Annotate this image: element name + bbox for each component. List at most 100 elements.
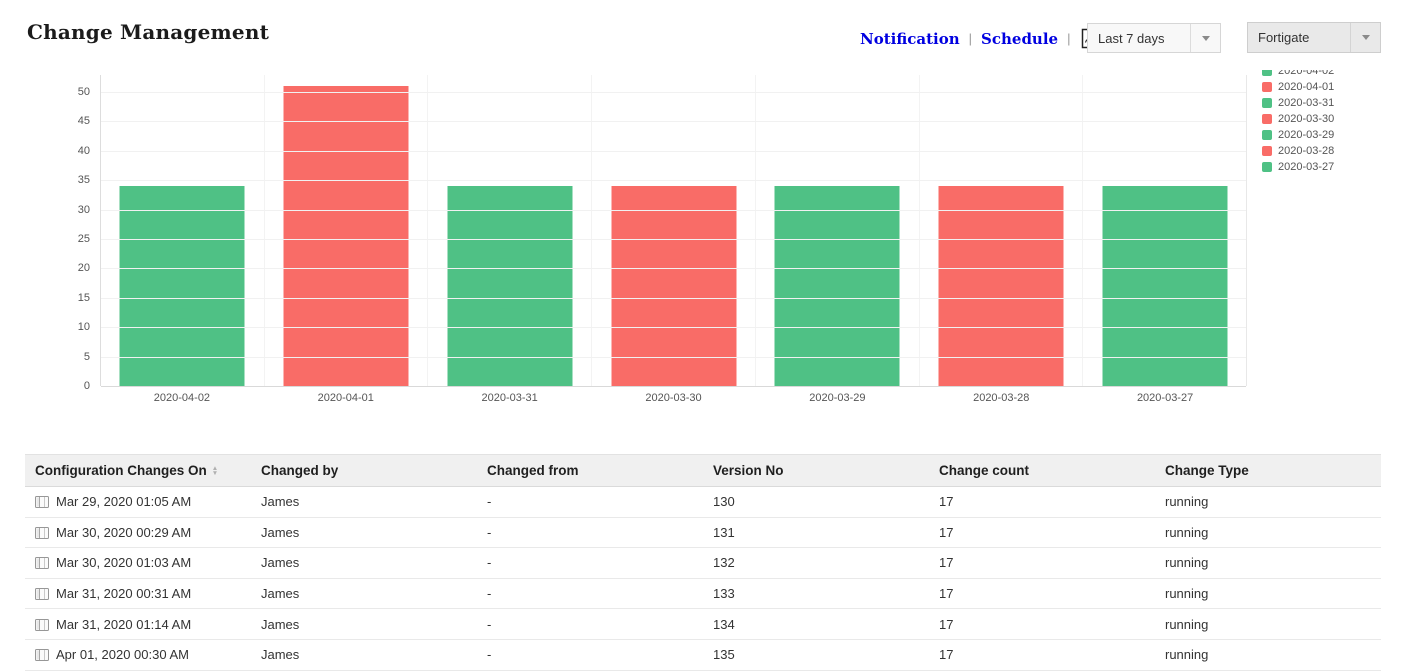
device-dropdown[interactable]: Fortigate [1247, 22, 1381, 53]
gridline [101, 239, 1246, 241]
chart-category [265, 75, 429, 386]
y-axis-tick-label: 35 [77, 174, 90, 187]
cell-change_count: 17 [929, 578, 1155, 610]
notification-link[interactable]: Notification [860, 29, 960, 48]
chart-category [428, 75, 593, 386]
bar[interactable] [611, 186, 737, 386]
column-header[interactable]: Configuration Changes On ▲ ▼ [25, 454, 251, 487]
column-header[interactable]: Changed from [477, 454, 703, 487]
y-axis-tick-label: 30 [77, 203, 90, 216]
legend-label: 2020-03-30 [1278, 113, 1335, 125]
column-header[interactable]: Version No [703, 454, 929, 487]
y-axis-tick-label: 50 [77, 86, 90, 99]
sort-icon[interactable]: ▲ ▼ [211, 465, 219, 478]
legend-item[interactable]: 2020-03-31 [1262, 95, 1334, 111]
cell-version_no: 134 [703, 608, 929, 640]
cell-change_type: running [1155, 639, 1381, 671]
y-axis-tick-label: 40 [77, 144, 90, 157]
bar[interactable] [447, 186, 573, 386]
table-header-row: Configuration Changes On ▲ ▼ Changed by Chan… [25, 454, 1381, 487]
bar[interactable] [1102, 186, 1228, 386]
gridline [101, 180, 1246, 182]
legend-label: 2020-03-29 [1278, 129, 1335, 141]
cell-changed_by: James [251, 517, 477, 549]
cell-changed_by: James [251, 486, 477, 518]
column-header[interactable]: Change count [929, 454, 1155, 487]
gridline [101, 268, 1246, 270]
legend-swatch [1262, 98, 1272, 108]
cell-change_count: 17 [929, 608, 1155, 640]
chart-category [101, 75, 265, 386]
gridline [101, 327, 1246, 329]
cell-version_no: 131 [703, 517, 929, 549]
config-diff-icon[interactable] [35, 618, 49, 631]
schedule-link[interactable]: Schedule [981, 29, 1059, 48]
cell-changed_from: - [477, 547, 703, 579]
separator: | [968, 31, 973, 46]
bar[interactable] [938, 186, 1064, 386]
change-count-bar-chart: 0 5 10 15 20 25 30 35 40 45 50 2020-04-02 2020-04-0… [0, 70, 1406, 415]
legend-item[interactable]: 2020-03-28 [1262, 143, 1334, 159]
config-diff-icon[interactable] [35, 588, 49, 601]
cell-version_no: 130 [703, 486, 929, 518]
x-axis-tick-label: 2020-03-29 [809, 392, 866, 404]
time-range-dropdown[interactable]: Last 7 days [1087, 23, 1221, 53]
config-diff-icon[interactable] [35, 496, 49, 509]
chevron-down-icon [1350, 23, 1380, 52]
cell-changed_on: Mar 30, 2020 01:03 AM [25, 547, 251, 579]
legend-item[interactable]: 2020-03-29 [1262, 127, 1334, 143]
x-axis-tick-label: 2020-03-28 [973, 392, 1030, 404]
legend-swatch [1262, 114, 1272, 124]
legend-swatch [1262, 130, 1272, 140]
legend-swatch [1262, 162, 1272, 172]
chart-category [1083, 75, 1246, 386]
config-diff-icon[interactable] [35, 557, 49, 570]
cell-changed_on: Mar 29, 2020 01:05 AM [25, 486, 251, 518]
legend-swatch [1262, 70, 1272, 76]
page-header: Change Management Notification | Schedul… [0, 0, 1406, 62]
bar[interactable] [283, 86, 409, 386]
legend-label: 2020-03-31 [1278, 97, 1335, 109]
device-value: Fortigate [1258, 30, 1310, 45]
table-row[interactable]: Apr 01, 2020 00:30 AM James -135 17 running [25, 639, 1381, 671]
gridline [101, 150, 1246, 152]
chart-category [756, 75, 920, 386]
bar[interactable] [119, 186, 245, 386]
table-row[interactable]: Mar 29, 2020 01:05 AM James -130 17 running [25, 486, 1381, 518]
cell-version_no: 132 [703, 547, 929, 579]
cell-changed_on: Mar 31, 2020 00:31 AM [25, 578, 251, 610]
x-axis-tick-label: 2020-04-02 [153, 392, 211, 404]
cell-changed_on: Mar 30, 2020 00:29 AM [25, 517, 251, 549]
y-axis-tick-label: 20 [77, 262, 90, 275]
legend-swatch [1262, 146, 1272, 156]
cell-changed_by: James [251, 578, 477, 610]
x-axis-tick-label: 2020-03-31 [481, 392, 538, 404]
cell-change_type: running [1155, 547, 1381, 579]
chart-plot-area [100, 75, 1247, 387]
cell-change_count: 17 [929, 639, 1155, 671]
config-diff-icon[interactable] [35, 649, 49, 662]
column-header[interactable]: Change Type [1155, 454, 1381, 487]
page-title: Change Management [27, 20, 270, 44]
cell-version_no: 135 [703, 639, 929, 671]
legend-item[interactable]: 2020-04-01 [1262, 79, 1334, 95]
gridline [101, 209, 1246, 211]
column-header[interactable]: Changed by [251, 454, 477, 487]
config-diff-icon[interactable] [35, 526, 49, 539]
table-row[interactable]: Mar 31, 2020 00:31 AM James -133 17 running [25, 578, 1381, 610]
cell-changed_by: James [251, 639, 477, 671]
bar[interactable] [774, 186, 900, 386]
table-row[interactable]: Mar 31, 2020 01:14 AM James -134 17 running [25, 608, 1381, 640]
table-row[interactable]: Mar 30, 2020 00:29 AM James -131 17 running [25, 517, 1381, 549]
legend-item[interactable]: 2020-03-27 [1262, 159, 1334, 175]
cell-changed_from: - [477, 486, 703, 518]
cell-change_type: running [1155, 486, 1381, 518]
legend-item[interactable]: 2020-04-02 [1262, 70, 1334, 79]
legend-item[interactable]: 2020-03-30 [1262, 111, 1334, 127]
y-axis-tick-label: 25 [77, 233, 90, 246]
table-row[interactable]: Mar 30, 2020 01:03 AM James -132 17 running [25, 547, 1381, 579]
cell-change_count: 17 [929, 517, 1155, 549]
cell-changed_by: James [251, 547, 477, 579]
cell-changed_on: Mar 31, 2020 01:14 AM [25, 608, 251, 640]
cell-change_count: 17 [929, 486, 1155, 518]
